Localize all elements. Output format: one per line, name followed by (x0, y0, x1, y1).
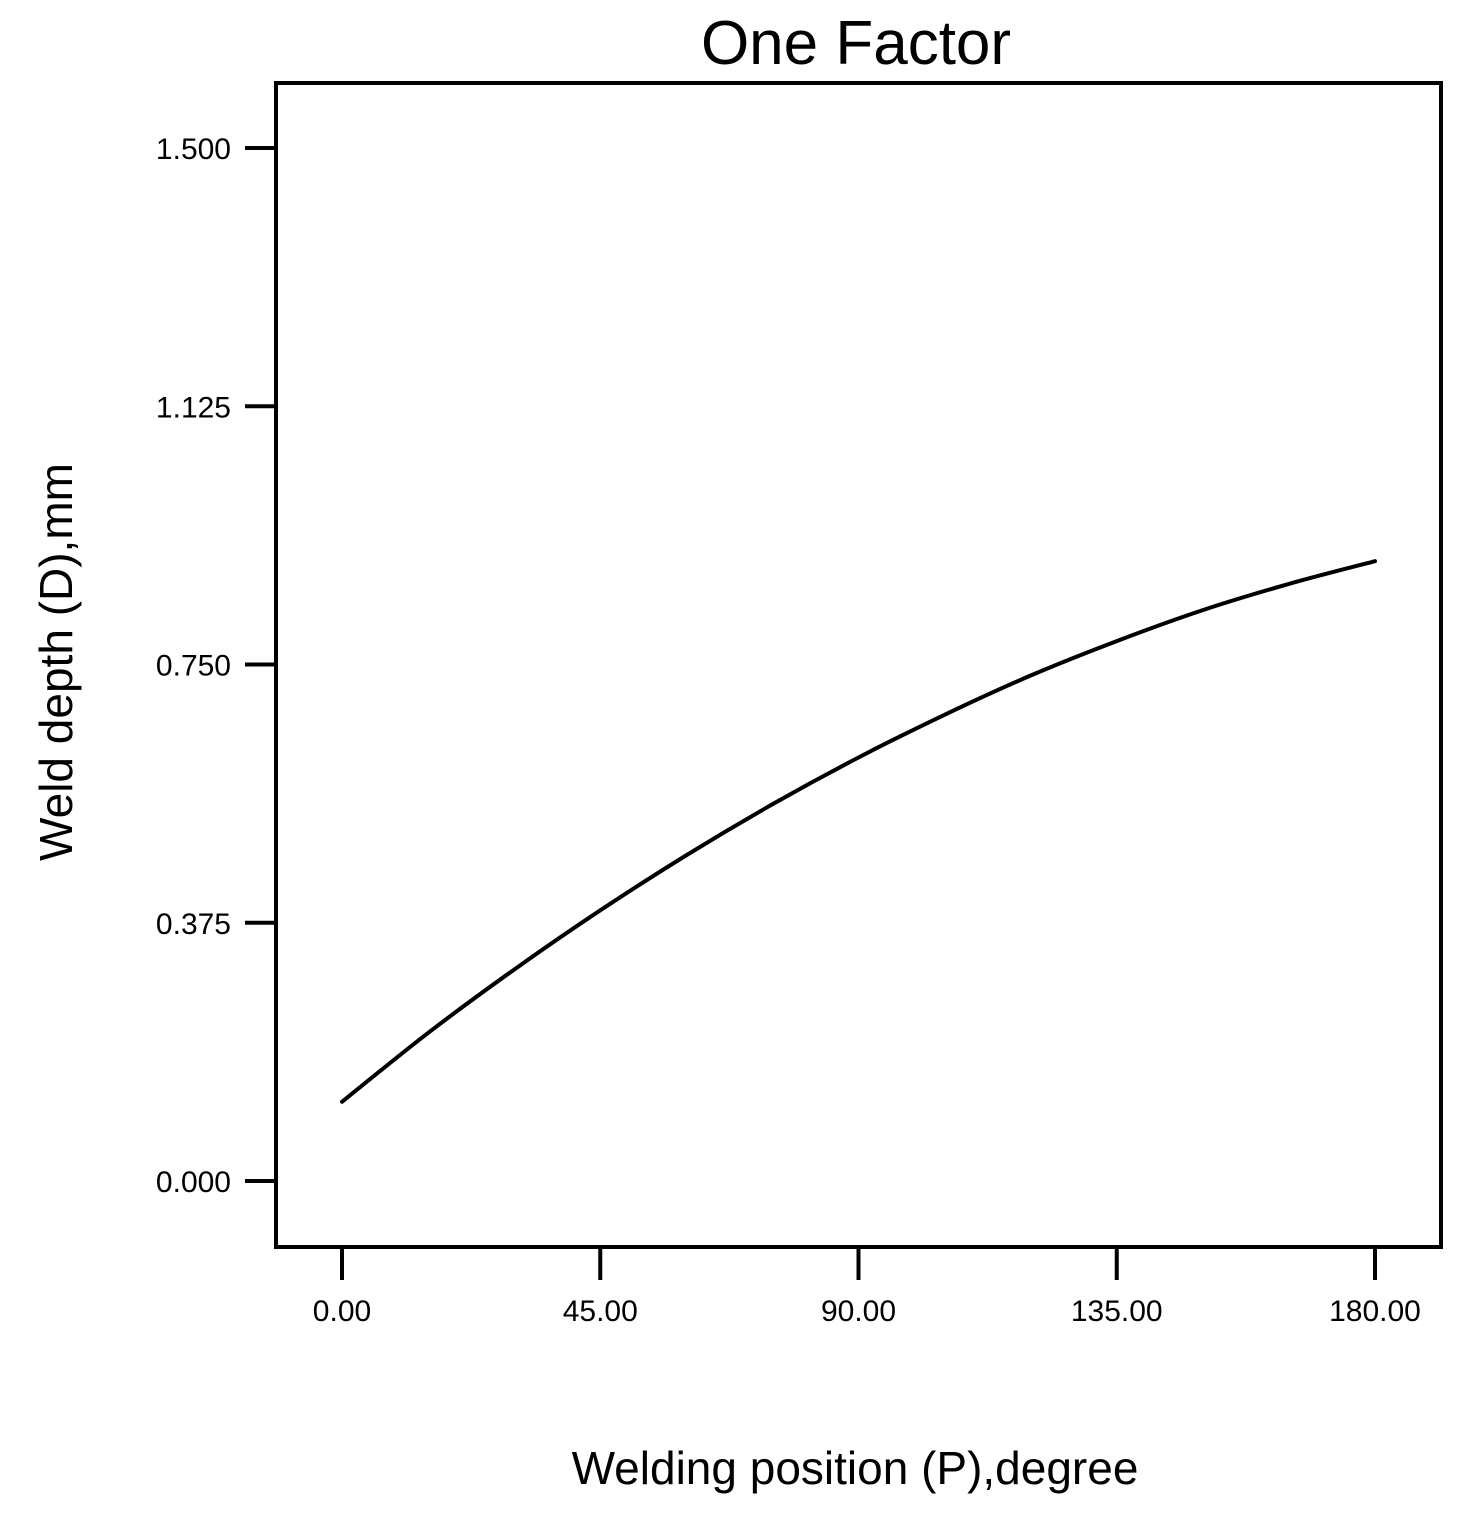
y-tick-label: 0.375 (156, 908, 231, 941)
y-tick-label: 0.750 (156, 650, 231, 683)
x-axis-ticks: 0.00 45.00 90.00 135.00 180.00 (313, 1247, 1421, 1328)
x-tick-label: 45.00 (563, 1295, 638, 1328)
y-axis-ticks: 0.000 0.375 0.750 1.125 1.500 (156, 133, 276, 1199)
chart-title: One Factor (701, 9, 1011, 78)
series-line (340, 559, 1377, 1104)
x-tick-label: 90.00 (821, 1295, 896, 1328)
y-tick-label: 1.125 (156, 391, 231, 424)
x-tick-label: 135.00 (1071, 1295, 1163, 1328)
plot-frame (274, 81, 1443, 1249)
x-tick-label: 180.00 (1329, 1295, 1421, 1328)
y-tick-label: 0.000 (156, 1166, 231, 1199)
x-tick-label: 0.00 (313, 1295, 371, 1328)
y-axis-label: Weld depth (D),mm (30, 463, 82, 861)
x-axis-label: Welding position (P),degree (572, 1442, 1139, 1494)
y-tick-label: 1.500 (156, 133, 231, 166)
